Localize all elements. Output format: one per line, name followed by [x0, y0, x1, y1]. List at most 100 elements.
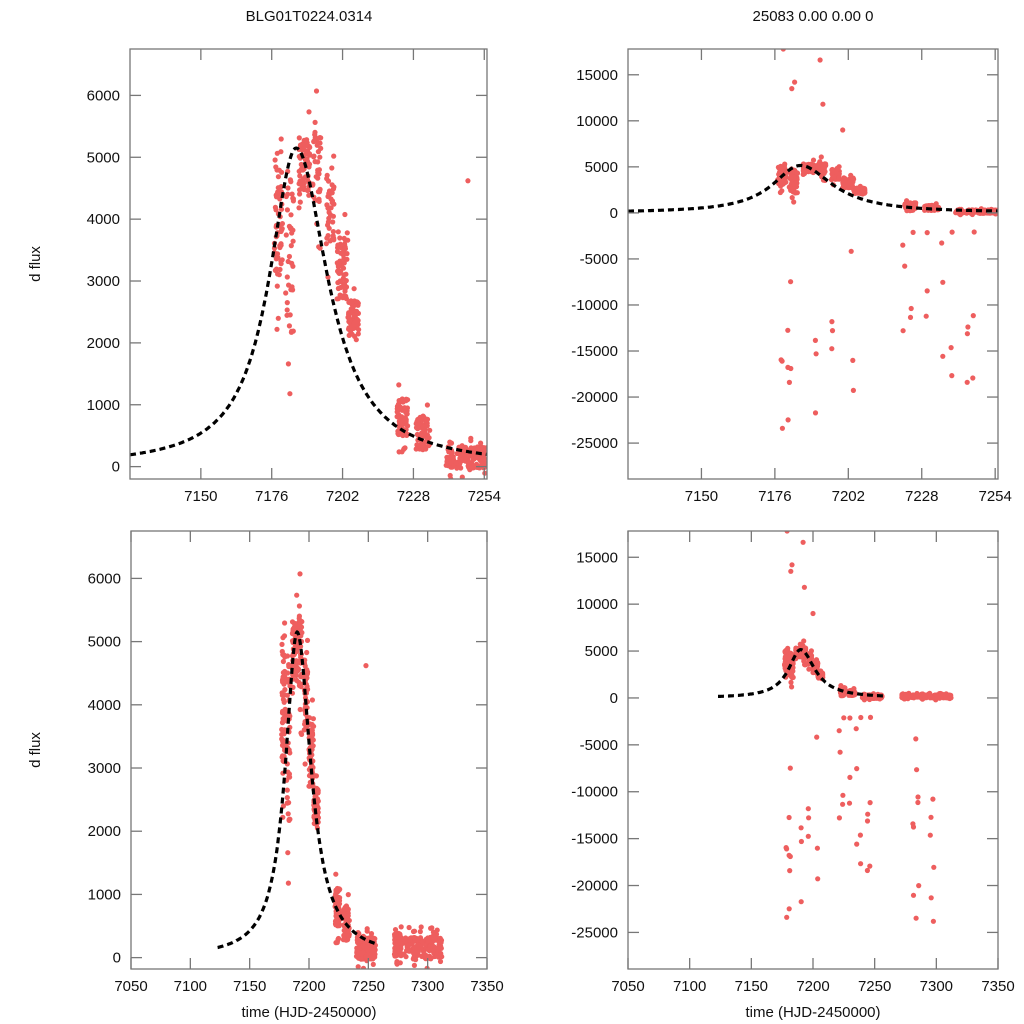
- data-point: [317, 245, 323, 251]
- data-point: [801, 168, 807, 174]
- data-point: [287, 177, 293, 183]
- data-point: [288, 243, 294, 249]
- data-point: [854, 766, 860, 772]
- y-tick-label: 10000: [576, 596, 618, 613]
- y-tick-label: -5000: [580, 737, 618, 754]
- data-point: [284, 787, 290, 793]
- x-tick-label: 7050: [611, 978, 644, 995]
- data-point: [302, 761, 308, 767]
- data-point: [437, 958, 444, 965]
- data-point: [406, 947, 412, 953]
- data-point: [281, 731, 287, 737]
- data-point: [354, 299, 361, 305]
- data-point: [787, 660, 793, 666]
- data-point: [815, 161, 822, 168]
- data-point: [327, 212, 334, 218]
- data-point: [411, 935, 417, 941]
- data-point: [900, 242, 906, 248]
- data-point: [853, 726, 859, 732]
- data-point: [915, 794, 921, 800]
- data-point: [279, 754, 285, 760]
- data-point: [411, 944, 417, 950]
- data-point: [358, 956, 364, 962]
- data-point: [798, 899, 804, 905]
- data-point: [785, 327, 791, 333]
- y-tick-label: 3000: [88, 760, 121, 777]
- data-point: [278, 136, 284, 142]
- data-point: [928, 814, 934, 820]
- data-point: [283, 290, 289, 296]
- data-point: [949, 373, 955, 379]
- data-point: [818, 154, 824, 160]
- data-point: [274, 150, 280, 156]
- data-point: [312, 119, 318, 125]
- data-point: [914, 694, 920, 700]
- y-tick-label: 1000: [88, 886, 121, 903]
- data-point: [788, 185, 794, 192]
- data-point: [335, 280, 341, 286]
- data-point: [275, 315, 281, 321]
- xlabel-left: time (HJD-2450000): [241, 1004, 376, 1021]
- x-tick-label: 7200: [796, 978, 829, 995]
- data-point: [424, 402, 430, 408]
- data-point: [908, 305, 914, 312]
- data-point: [458, 459, 464, 465]
- y-tick-label: -5000: [580, 251, 618, 268]
- data-point: [801, 584, 808, 590]
- data-point: [330, 186, 337, 192]
- data-point: [333, 917, 339, 923]
- data-point: [297, 187, 303, 193]
- x-tick-label: 7250: [858, 978, 891, 995]
- data-point: [287, 750, 293, 756]
- data-point: [279, 710, 286, 716]
- data-point: [858, 714, 864, 721]
- data-point: [396, 449, 402, 455]
- data-point: [296, 603, 302, 609]
- data-point: [940, 279, 946, 285]
- data-point: [286, 282, 292, 288]
- data-point: [402, 445, 408, 451]
- y-tick-label: 6000: [88, 570, 121, 587]
- y-tick-label: -10000: [571, 784, 618, 801]
- data-point: [792, 79, 798, 85]
- data-point: [783, 647, 789, 654]
- data-point: [355, 331, 361, 337]
- data-point: [913, 736, 919, 742]
- data-point: [902, 694, 909, 700]
- data-point: [273, 194, 280, 200]
- data-point: [857, 832, 864, 838]
- data-point: [910, 229, 916, 235]
- data-point: [459, 452, 465, 458]
- data-point: [836, 728, 842, 734]
- y-tick-label: -20000: [571, 878, 618, 895]
- data-point: [288, 226, 294, 232]
- data-point: [327, 238, 333, 244]
- data-point: [274, 326, 280, 332]
- data-point: [330, 229, 336, 235]
- data-point: [426, 443, 432, 449]
- data-point: [280, 803, 286, 809]
- data-points: [782, 531, 954, 924]
- data-point: [331, 235, 337, 241]
- data-point: [333, 891, 339, 898]
- data-point: [813, 351, 819, 357]
- data-point: [323, 241, 329, 247]
- data-point: [289, 653, 296, 659]
- data-point: [778, 357, 784, 363]
- title-right: 25083 0.00 0.00 0: [753, 8, 874, 25]
- data-point: [309, 697, 315, 703]
- data-point: [313, 773, 319, 779]
- data-point: [907, 314, 914, 320]
- ylabel-top: d flux: [27, 246, 44, 282]
- panel-bottom-right: 7050 7100 7150 7200 7250 7300 7350 -25000 -20000…: [571, 530, 1015, 995]
- data-point: [279, 257, 285, 263]
- data-point: [293, 672, 299, 678]
- data-point: [789, 195, 795, 201]
- data-point: [297, 706, 303, 713]
- data-point: [354, 308, 360, 314]
- data-point: [418, 924, 424, 930]
- data-point: [335, 935, 342, 942]
- data-point: [783, 654, 789, 660]
- data-point: [836, 171, 842, 177]
- data-point: [423, 416, 429, 422]
